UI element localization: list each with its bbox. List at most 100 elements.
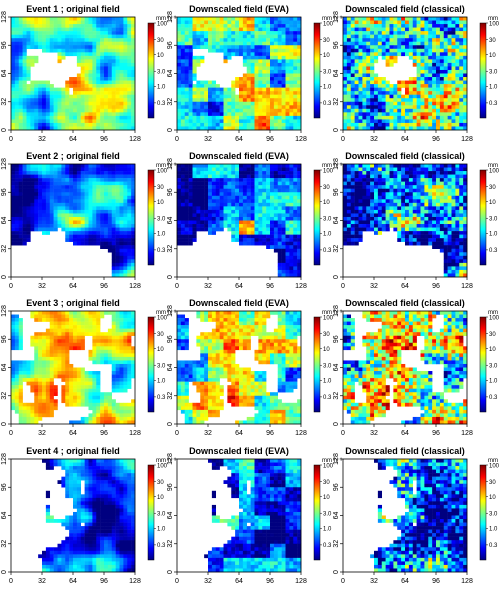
- field-cell: [58, 217, 62, 221]
- field-cell: [251, 42, 255, 46]
- field-cell: [262, 91, 266, 95]
- field-cell: [127, 123, 131, 127]
- field-cell: [193, 171, 197, 175]
- field-cell: [224, 38, 228, 42]
- field-cell: [390, 45, 394, 49]
- field-cell: [293, 270, 297, 274]
- field-cell: [278, 217, 282, 221]
- field-cell: [15, 52, 19, 56]
- field-cell: [409, 84, 413, 88]
- field-cell: [208, 231, 212, 235]
- field-cell: [258, 168, 262, 172]
- field-cell: [421, 185, 425, 189]
- field-cell: [108, 164, 112, 168]
- field-cell: [81, 231, 85, 235]
- field-cell: [251, 171, 255, 175]
- field-cell: [374, 81, 378, 85]
- field-cell: [81, 98, 85, 102]
- field-cell: [374, 182, 378, 186]
- field-cell: [347, 213, 351, 217]
- field-cell: [123, 168, 127, 172]
- field-cell: [224, 88, 228, 92]
- field-cell: [73, 119, 77, 123]
- field-cell: [251, 91, 255, 95]
- y-tick-label: 96: [333, 41, 340, 49]
- field-cell: [81, 221, 85, 225]
- field-cell: [11, 168, 15, 172]
- field-cell: [34, 112, 38, 116]
- field-cell: [397, 116, 401, 120]
- field-cell: [397, 95, 401, 99]
- field-cell: [370, 199, 374, 203]
- field-cell: [200, 35, 204, 39]
- field-cell: [81, 59, 85, 63]
- field-cell: [181, 116, 185, 120]
- field-cell: [270, 182, 274, 186]
- field-cell: [65, 182, 69, 186]
- field-cell: [120, 21, 124, 25]
- field-cell: [77, 164, 81, 168]
- field-cell: [23, 74, 27, 78]
- field-cell: [116, 38, 120, 42]
- field-cell: [243, 192, 247, 196]
- field-cell: [89, 242, 93, 246]
- field-cell: [112, 84, 116, 88]
- field-cell: [409, 52, 413, 56]
- field-cell: [96, 95, 100, 99]
- field-cell: [216, 95, 220, 99]
- field-cell: [112, 164, 116, 168]
- field-cell: [270, 31, 274, 35]
- field-cell: [359, 28, 363, 32]
- field-cell: [444, 17, 448, 21]
- field-cell: [42, 95, 46, 99]
- field-cell: [401, 203, 405, 207]
- field-cell: [127, 210, 131, 214]
- field-cell: [270, 84, 274, 88]
- field-cell: [69, 116, 73, 120]
- field-cell: [393, 199, 397, 203]
- field-cell: [255, 98, 259, 102]
- field-cell: [27, 63, 31, 67]
- field-cell: [120, 91, 124, 95]
- field-cell: [278, 199, 282, 203]
- field-cell: [231, 24, 235, 28]
- field-cell: [77, 192, 81, 196]
- field-cell: [77, 59, 81, 63]
- field-cell: [393, 21, 397, 25]
- field-cell: [278, 84, 282, 88]
- field-cell: [448, 123, 452, 127]
- field-cell: [282, 256, 286, 260]
- field-cell: [436, 35, 440, 39]
- field-cell: [448, 31, 452, 35]
- field-cell: [81, 189, 85, 193]
- field-cell: [424, 112, 428, 116]
- field-cell: [96, 175, 100, 179]
- field-cell: [355, 70, 359, 74]
- field-cell: [274, 31, 278, 35]
- field-cell: [50, 192, 54, 196]
- field-cell: [27, 45, 31, 49]
- field-cell: [116, 66, 120, 70]
- field-cell: [108, 81, 112, 85]
- field-cell: [108, 221, 112, 225]
- field-cell: [58, 210, 62, 214]
- field-cell: [347, 168, 351, 172]
- field-cell: [112, 49, 116, 53]
- field-cell: [58, 95, 62, 99]
- field-cell: [343, 102, 347, 106]
- field-cell: [289, 102, 293, 106]
- field-cell: [27, 17, 31, 21]
- field-cell: [448, 45, 452, 49]
- field-cell: [231, 210, 235, 214]
- field-cell: [459, 91, 463, 95]
- field-cell: [104, 98, 108, 102]
- field-cell: [351, 189, 355, 193]
- field-cell: [46, 228, 50, 232]
- field-cell: [27, 98, 31, 102]
- field-cell: [362, 66, 366, 70]
- field-cell: [73, 112, 77, 116]
- field-cell: [58, 31, 62, 35]
- field-cell: [347, 77, 351, 81]
- field-cell: [58, 221, 62, 225]
- y-tick-label: 32: [333, 98, 340, 106]
